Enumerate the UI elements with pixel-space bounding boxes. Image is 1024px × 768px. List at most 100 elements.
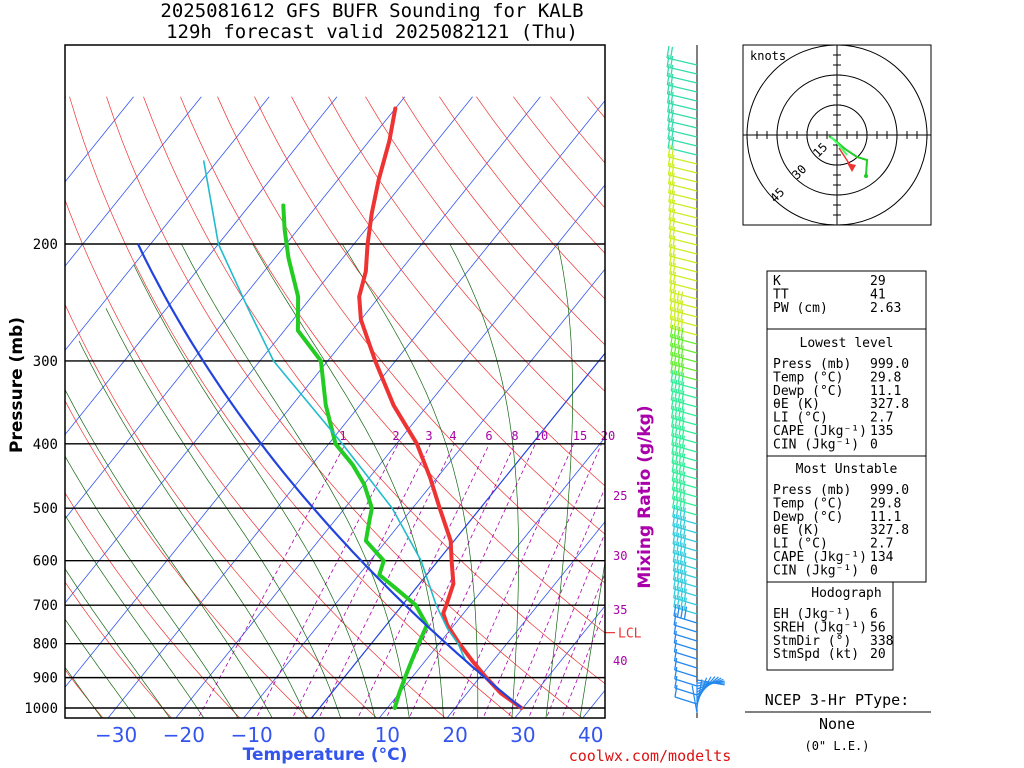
mixing-ratio-line [197, 443, 346, 718]
dry-adiabat-line [69, 96, 515, 718]
wind-barb-flag [676, 550, 680, 564]
chart-title: 2025081612 GFS BUFR Sounding for KALB [160, 0, 583, 22]
lcl-label: LCL [618, 627, 642, 642]
wind-barb-flag [676, 568, 680, 582]
wind-barb-flag [678, 470, 682, 483]
wind-barb-flag [683, 552, 687, 565]
wind-barbs [666, 45, 725, 714]
wind-barb [670, 369, 698, 390]
wind-barb-flag [677, 398, 682, 411]
moist-adiabat-line [449, 243, 519, 718]
dry-adiabat-line [254, 96, 605, 535]
wind-barb-flag [683, 561, 687, 574]
wind-barb-flag [669, 55, 674, 69]
wind-barb-flag [676, 541, 680, 555]
plot-frame [64, 44, 606, 719]
wind-barb-flag [678, 479, 683, 492]
wind-barb-flag [674, 451, 679, 465]
hodo-value: 56 [870, 620, 886, 635]
wind-barb-flag [668, 234, 673, 248]
wind-barb-flag [668, 207, 672, 221]
isotherm-line [65, 96, 202, 267]
wind-barb-flag [671, 441, 675, 455]
wind-barb-staff [674, 669, 698, 678]
isotherm-line [514, 605, 605, 718]
mu-value: 0 [870, 563, 878, 578]
lowest-label: LI (°C) [773, 411, 828, 426]
mixing-ratio-line [545, 572, 605, 718]
moist-adiabat-line [65, 514, 205, 718]
mu-value: 327.8 [870, 523, 909, 538]
temperature-profile [357, 106, 524, 710]
wind-barb-flag [669, 46, 674, 60]
wind-barb-flag [681, 435, 685, 448]
wind-barb [673, 612, 698, 633]
footer-site: coolwx.com/modelts [569, 747, 732, 765]
dry-adiabat-line [365, 96, 605, 392]
wind-barb-flag [679, 542, 683, 555]
wind-barb-flag [674, 433, 678, 447]
wind-barb-flag [677, 389, 681, 402]
wind-barb-flag [667, 126, 671, 140]
wind-barb-flag [676, 308, 680, 321]
hodograph: knots 15 30 45 [742, 44, 932, 226]
wind-barb-flag [682, 498, 686, 511]
wind-barb-staff [674, 651, 698, 660]
wind-barb-flag [666, 81, 671, 95]
lowest-value: 999.0 [870, 357, 909, 372]
mu-label: CIN (Jkg⁻¹) [773, 563, 859, 578]
mixing-ratio-tick: 15 [573, 429, 587, 443]
wind-barb-staff [671, 417, 698, 426]
wind-barb-flag [678, 443, 682, 456]
mixing-ratio-line [255, 443, 399, 718]
wind-barb-flag [675, 469, 679, 483]
dry-adiabat-line [143, 96, 605, 685]
wind-barb-flag [672, 235, 676, 249]
mu-label: Dewp (°C) [773, 510, 843, 525]
lowest-title: Lowest level [800, 336, 894, 351]
wind-barb [670, 414, 698, 435]
wind-barb-flag [678, 434, 682, 447]
index-value: 41 [870, 287, 886, 302]
wind-barb-flag [679, 506, 683, 519]
wind-barb-flag [683, 570, 687, 583]
wind-barb-flag [667, 162, 672, 176]
mixing-ratio-tick: 6 [485, 429, 492, 443]
wind-barb-flag [671, 423, 675, 437]
wind-barb [671, 468, 698, 489]
wind-barb-flag [676, 604, 681, 618]
wind-barb-staff [673, 624, 698, 633]
mixing-ratio-line [482, 443, 602, 718]
mu-value: 134 [870, 550, 894, 565]
wind-barb-flag [677, 362, 681, 375]
lowest-value: 135 [870, 424, 893, 439]
lowest-label: θE (K) [773, 397, 820, 412]
index-value: 2.63 [870, 301, 901, 316]
wind-barb-flag [670, 387, 674, 401]
hodograph-stats-box [766, 581, 894, 671]
wind-barb-flag [667, 135, 671, 149]
hodograph-trace-upper [830, 136, 848, 156]
y-axis-title: Pressure (mb) [7, 317, 27, 453]
mixing-ratio-tick: 40 [613, 654, 627, 668]
wind-barb-flag [670, 109, 674, 123]
wind-barb-flag [676, 299, 680, 312]
wind-barb-flag [671, 145, 675, 159]
dry-adiabat-line [328, 96, 605, 439]
wind-barb-flag [675, 478, 679, 492]
wind-barb-flag [677, 416, 682, 429]
wind-barb [670, 378, 698, 399]
wind-barb-flag [682, 489, 686, 502]
wind-barb-flag [676, 290, 680, 303]
mixing-ratio-tick: 35 [613, 603, 627, 617]
wind-barb-flag [671, 154, 675, 168]
mixing-ratio-tick: 1 [339, 429, 346, 443]
chart-subtitle: 129h forecast valid 2025082121 (Thu) [166, 21, 578, 43]
moist-adiabat-line [545, 243, 573, 718]
isotherm-line [446, 521, 605, 718]
moist-adiabat-line [78, 340, 307, 718]
wind-barb-flag [679, 515, 683, 528]
wind-barb-flag [671, 172, 675, 186]
moist-adiabat-line [65, 568, 171, 718]
wind-barb-flag [681, 390, 685, 403]
